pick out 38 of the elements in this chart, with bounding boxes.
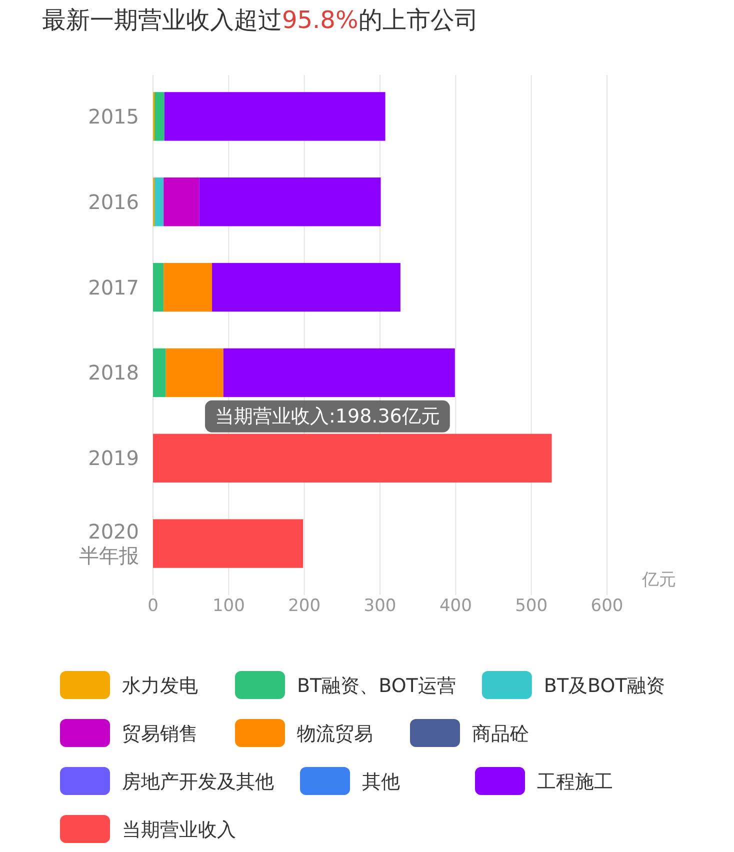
x-tick-label: 300 xyxy=(364,596,396,616)
bar xyxy=(153,348,166,398)
bar xyxy=(153,519,304,568)
y-tick-label: 2020 半年报 xyxy=(79,520,139,568)
bar xyxy=(153,262,164,312)
y-tick-label: 2015 xyxy=(88,104,139,128)
bar xyxy=(154,178,164,226)
legend-label: 房地产开发及其他 xyxy=(122,771,274,793)
legend-label: 工程施工 xyxy=(537,771,613,793)
x-tick-label: 100 xyxy=(212,596,245,616)
legend-label: 其他 xyxy=(362,771,400,793)
y-tick-label: 2017 xyxy=(88,275,139,300)
legend-label: 水力发电 xyxy=(122,675,198,697)
x-tick-label: 600 xyxy=(590,596,624,616)
bar xyxy=(212,262,400,312)
x-tick-label: 200 xyxy=(288,596,321,616)
legend-label: 当期营业收入 xyxy=(122,819,236,841)
legend-label: 贸易销售 xyxy=(122,723,198,745)
bar xyxy=(154,92,164,141)
y-tick-label: 2016 xyxy=(88,190,139,214)
y-tick-label: 2018 xyxy=(88,360,139,385)
chart-title: 最新一期营业收入超过95.8%的上市公司 xyxy=(42,6,478,34)
bar xyxy=(166,348,224,398)
bar xyxy=(199,178,381,226)
legend-label: BT融资、BOT运营 xyxy=(297,675,456,697)
x-axis-title: 亿元 xyxy=(641,570,676,590)
x-tick-label: 0 xyxy=(148,596,158,616)
annotation: 当期营业收入:198.36亿元 xyxy=(215,405,440,428)
x-tick-label: 400 xyxy=(439,596,472,616)
legend-label: 商品砼 xyxy=(472,723,529,745)
legend-label: 物流贸易 xyxy=(297,723,373,745)
y-tick-label: 2019 xyxy=(88,446,139,470)
bar xyxy=(164,178,200,226)
bar xyxy=(164,262,212,312)
bar xyxy=(164,92,386,141)
legend-label: BT及BOT融资 xyxy=(544,675,665,697)
x-tick-label: 500 xyxy=(515,596,548,616)
bar xyxy=(223,348,455,398)
